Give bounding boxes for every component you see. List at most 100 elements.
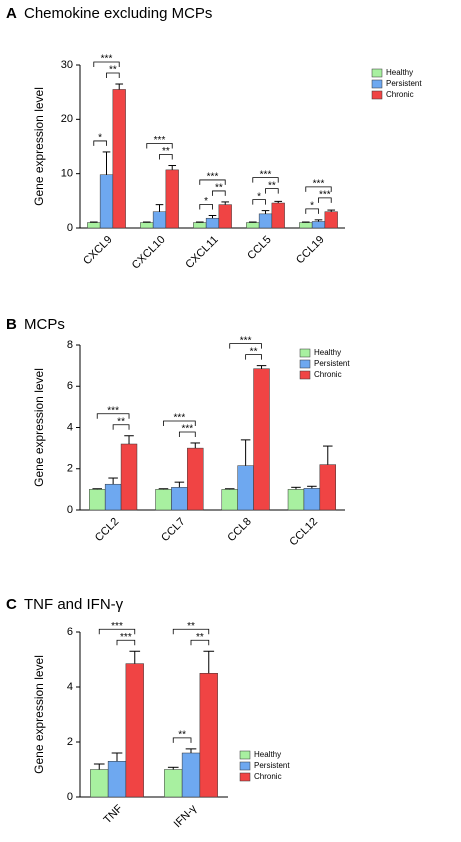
y-tick-label: 6: [67, 380, 73, 392]
y-tick-label: 2: [67, 463, 73, 475]
legend-swatch: [371, 90, 383, 100]
y-axis-label: Gene expression level: [32, 87, 46, 206]
error-bar: [129, 650, 141, 664]
x-tick-label: CXCL9: [81, 234, 115, 268]
error-bar: [93, 763, 105, 770]
legend-label: Healthy: [254, 750, 281, 759]
bar: [140, 222, 154, 229]
error-bar: [240, 439, 251, 466]
significance-bracket: [245, 354, 262, 360]
panel-title: Chemokine excluding MCPs: [24, 5, 212, 22]
error-bar: [124, 435, 134, 444]
x-tick-label: CCL5: [245, 234, 273, 262]
error-bar: [256, 365, 267, 369]
bar: [104, 483, 122, 511]
error-bar: [92, 488, 102, 490]
significance-bracket: [172, 628, 210, 635]
x-tick-label: CCL19: [294, 234, 327, 267]
error-bar: [102, 151, 111, 175]
significance-bracket: [212, 190, 226, 196]
y-tick-label: 4: [67, 421, 73, 433]
significance-bracket: [229, 343, 262, 349]
significance-label: **: [215, 183, 223, 194]
x-tick-label: CCL8: [225, 516, 253, 544]
x-tick-label: CCL7: [159, 516, 187, 544]
significance-label: ***: [154, 135, 166, 146]
bar: [258, 213, 273, 229]
error-bar: [168, 165, 177, 170]
significance-label: ***: [107, 405, 119, 416]
bar: [221, 489, 238, 511]
bar: [253, 368, 270, 511]
error-bar: [155, 204, 164, 212]
significance-label: **: [178, 730, 186, 741]
y-tick-label: 20: [61, 113, 73, 125]
significance-label: ***: [313, 178, 325, 189]
significance-label: **: [268, 180, 276, 191]
significance-label: *: [257, 191, 261, 202]
error-bar: [208, 215, 217, 219]
x-tick-label: CXCL10: [130, 234, 168, 272]
error-bar: [224, 488, 235, 490]
x-tick-label: CCL12: [287, 516, 320, 549]
panel-letter: A: [6, 5, 17, 22]
x-tick-label: IFN-γ: [172, 802, 200, 830]
bar: [311, 221, 326, 229]
legend-label: Healthy: [314, 348, 341, 357]
bar: [112, 89, 126, 229]
bar: [287, 489, 305, 511]
error-bar: [274, 200, 283, 204]
significance-label: **: [196, 632, 204, 643]
significance-label: ***: [240, 335, 252, 346]
y-tick-label: 6: [67, 626, 73, 638]
significance-label: ***: [207, 172, 219, 183]
legend-label: Chronic: [314, 370, 342, 379]
significance-bracket: [159, 154, 173, 160]
y-tick-label: 0: [67, 791, 73, 803]
significance-bracket: [93, 140, 107, 146]
bar: [125, 663, 144, 798]
y-axis-label: Gene expression level: [32, 655, 46, 774]
legend-label: Persistent: [314, 359, 350, 368]
bar: [90, 769, 109, 798]
legend-swatch: [239, 772, 251, 782]
significance-bracket: [199, 179, 226, 185]
significance-bracket: [163, 420, 196, 426]
y-tick-label: 10: [61, 168, 73, 180]
significance-label: *: [310, 200, 314, 211]
y-tick-label: 0: [67, 504, 73, 516]
significance-bracket: [318, 197, 332, 203]
panel-letter: B: [6, 316, 17, 333]
bar: [246, 222, 260, 229]
significance-bracket: [265, 188, 279, 194]
error-bar: [190, 442, 201, 449]
bar: [271, 202, 285, 229]
error-bar: [111, 752, 123, 762]
x-tick-label: CCL2: [93, 516, 121, 544]
panel-title: MCPs: [24, 316, 65, 333]
significance-label: ***: [260, 169, 272, 180]
significance-bracket: [190, 639, 210, 646]
significance-label: **: [250, 346, 258, 357]
error-bar: [203, 650, 215, 674]
error-bar: [185, 748, 197, 753]
error-bar: [248, 221, 257, 223]
y-tick-label: 0: [67, 222, 73, 234]
y-tick-label: 2: [67, 736, 73, 748]
significance-bracket: [146, 143, 173, 149]
significance-bracket: [106, 72, 120, 79]
significance-label: ***: [319, 189, 331, 200]
significance-bracket: [93, 61, 120, 68]
bar: [152, 211, 167, 229]
bar: [205, 217, 220, 229]
significance-label: ***: [120, 632, 132, 643]
significance-label: ***: [111, 621, 123, 632]
bar: [319, 464, 336, 511]
y-tick-label: 30: [61, 59, 73, 71]
bar: [99, 174, 114, 229]
bar: [199, 673, 218, 798]
significance-label: **: [117, 416, 125, 427]
error-bar: [327, 209, 336, 212]
x-tick-label: CXCL11: [183, 234, 220, 271]
